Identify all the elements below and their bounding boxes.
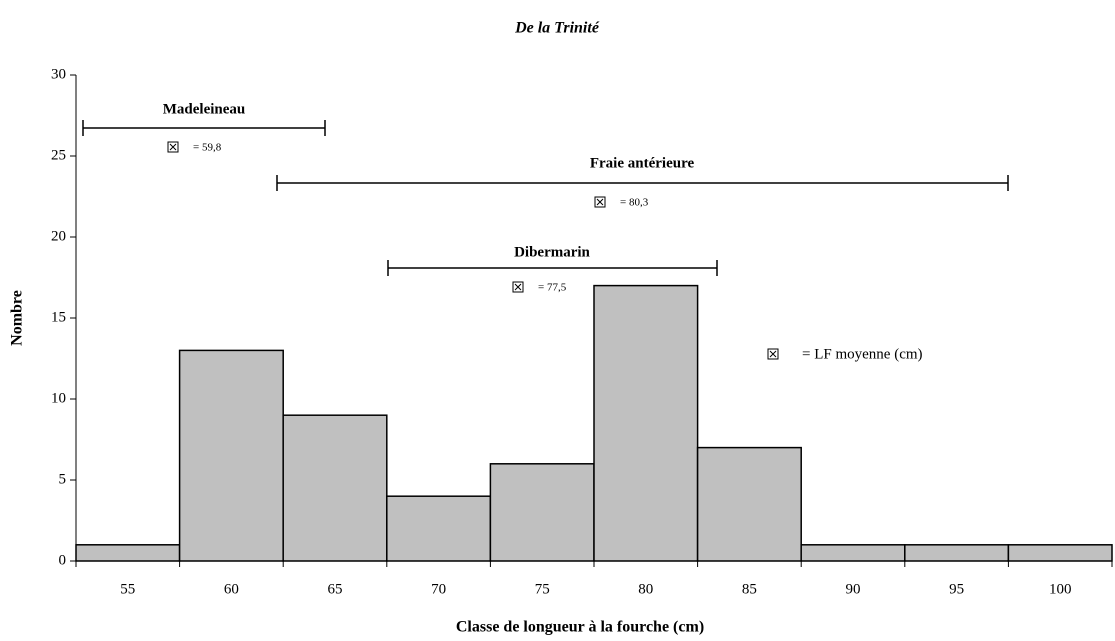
bar xyxy=(696,446,802,562)
y-tick-label: 0 xyxy=(59,552,67,568)
y-tick-label: 15 xyxy=(51,309,66,325)
bar xyxy=(75,544,181,562)
x-tick-label: 75 xyxy=(535,581,550,597)
mean-marker xyxy=(767,348,779,360)
mean-label: = 59,8 xyxy=(193,142,222,154)
range-label: Dibermarin xyxy=(514,244,590,260)
mean-marker xyxy=(167,141,179,153)
chart-title: De la Trinité xyxy=(514,20,600,37)
bar xyxy=(386,495,492,562)
x-tick-label: 90 xyxy=(846,581,861,597)
mean-marker-cross xyxy=(514,283,522,291)
y-tick-label: 30 xyxy=(51,66,66,82)
bar xyxy=(800,544,906,562)
y-tick-label: 20 xyxy=(51,228,66,244)
bar xyxy=(1007,544,1113,562)
y-tick-label: 5 xyxy=(59,471,67,487)
mean-label: = 80,3 xyxy=(620,197,649,209)
y-tick-label: 10 xyxy=(51,390,66,406)
mean-marker-cross xyxy=(769,350,777,358)
mean-marker xyxy=(594,196,606,208)
x-tick-label: 55 xyxy=(120,581,135,597)
y-tick-label: 25 xyxy=(51,147,66,163)
bar xyxy=(489,463,595,562)
range-label: Madeleineau xyxy=(163,101,246,117)
x-tick-label: 80 xyxy=(638,581,653,597)
bar xyxy=(282,414,388,562)
bar xyxy=(593,284,699,562)
range-label: Fraie antérieure xyxy=(590,155,695,171)
x-tick-label: 70 xyxy=(431,581,446,597)
y-axis-label: Nombre xyxy=(9,290,26,346)
x-tick-label: 65 xyxy=(328,581,343,597)
mean-marker-cross xyxy=(169,143,177,151)
x-tick-label: 95 xyxy=(949,581,964,597)
bar xyxy=(178,349,284,562)
x-tick-label: 60 xyxy=(224,581,239,597)
mean-marker-cross xyxy=(596,198,604,206)
mean-marker xyxy=(512,281,524,293)
mean-label: = 77,5 xyxy=(538,282,567,294)
x-axis-label: Classe de longueur à la fourche (cm) xyxy=(456,619,704,636)
x-tick-label: 100 xyxy=(1049,581,1072,597)
bar xyxy=(904,544,1010,562)
legend-label: = LF moyenne (cm) xyxy=(802,346,923,362)
x-tick-label: 85 xyxy=(742,581,757,597)
